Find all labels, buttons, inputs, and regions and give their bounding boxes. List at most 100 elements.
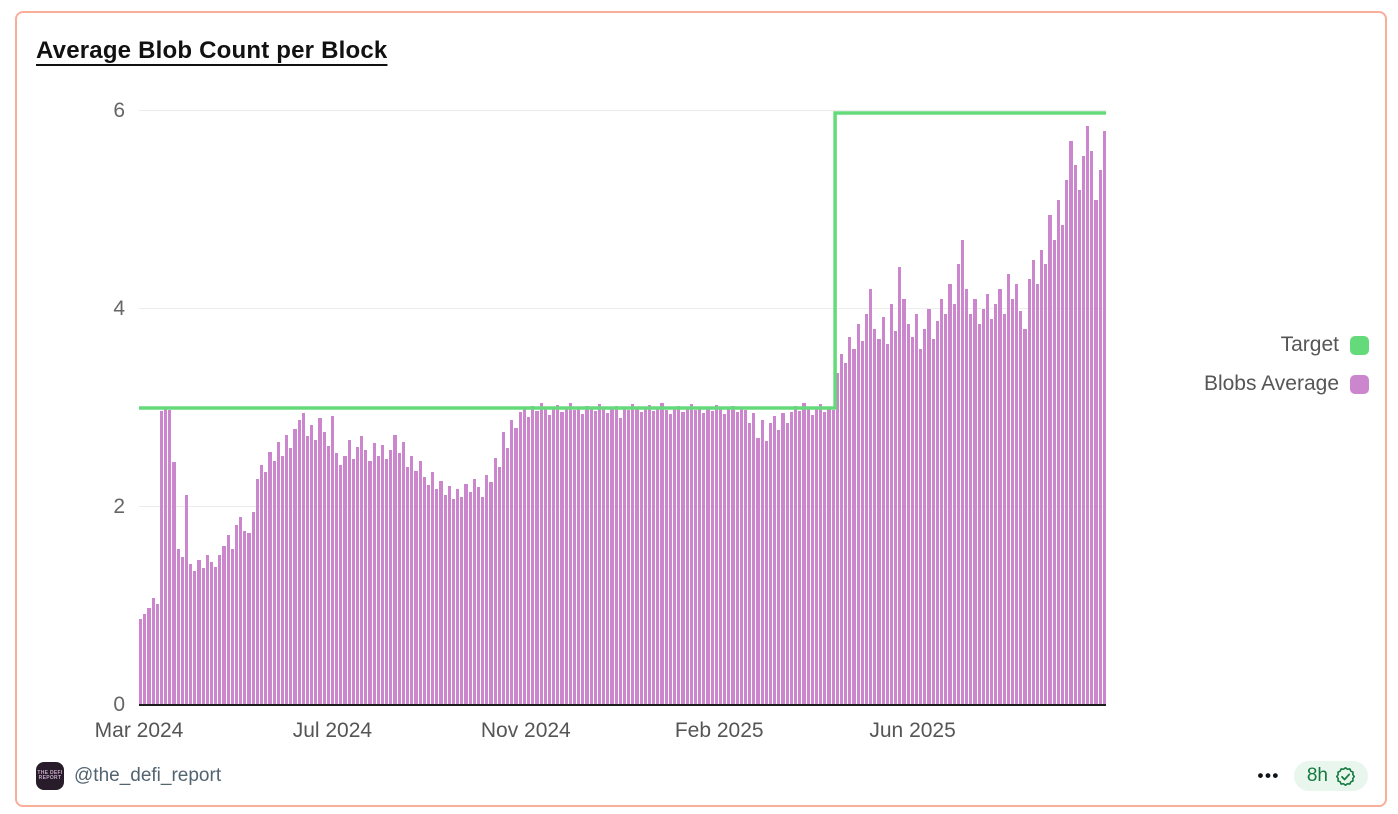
x-axis-tick-label: Jun 2025	[869, 719, 956, 742]
avatar[interactable]: THE DEFI REPORT	[36, 762, 64, 790]
bar-blobs-average	[606, 412, 610, 705]
bar-blobs-average	[147, 607, 151, 705]
bar-blobs-average	[552, 408, 556, 705]
bar-blobs-average	[931, 338, 935, 705]
bar-blobs-average	[635, 408, 639, 705]
bar-blobs-average	[372, 442, 376, 705]
bar-blobs-average	[631, 404, 635, 705]
legend-item-target: Target	[1281, 333, 1369, 357]
bar-blobs-average	[322, 431, 326, 705]
bar-blobs-average	[410, 455, 414, 705]
legend-label-blobs-average: Blobs Average	[1203, 372, 1339, 395]
bar-blobs-average	[773, 415, 777, 705]
author-handle[interactable]: @the_defi_report	[74, 765, 222, 786]
bar-blobs-average	[906, 323, 910, 705]
bar-blobs-average	[714, 405, 718, 705]
age-badge[interactable]: 8h	[1293, 761, 1368, 791]
bar-blobs-average	[1023, 328, 1027, 705]
bar-blobs-average	[422, 477, 426, 705]
bar-blobs-average	[568, 403, 572, 705]
bar-blobs-average	[889, 304, 894, 705]
chart-card: Average Blob Count per Block 0 2 4 6 Mar 20…	[15, 11, 1387, 807]
bar-blobs-average	[1056, 200, 1060, 705]
bar-blobs-average	[1048, 214, 1052, 705]
legend-swatch-target-icon	[1350, 335, 1369, 355]
bar-blobs-average	[748, 422, 752, 705]
bar-blobs-average	[234, 524, 239, 705]
bar-blobs-average	[885, 343, 889, 705]
bar-blobs-average	[259, 465, 264, 705]
target-step-line	[139, 111, 1106, 410]
bar-blobs-average	[756, 437, 760, 705]
bar-blobs-average	[848, 336, 852, 705]
bar-blobs-average	[326, 445, 330, 705]
bar-blobs-average	[535, 410, 539, 705]
bar-blobs-average	[810, 414, 814, 705]
bar-blobs-average	[1069, 140, 1073, 705]
bar-blobs-average	[806, 409, 810, 705]
bar-blobs-average	[501, 431, 506, 705]
bar-blobs-average	[1065, 180, 1069, 705]
bar-blobs-average	[1027, 279, 1031, 705]
bar-blobs-average	[401, 441, 405, 705]
bar-blobs-average	[526, 416, 531, 705]
bar-blobs-average	[443, 495, 447, 705]
bar-blobs-average	[1052, 239, 1056, 705]
bar-blobs-average	[852, 348, 856, 705]
bar-blobs-average	[652, 410, 656, 705]
bar-blobs-average	[685, 408, 689, 705]
bar-blobs-average	[547, 414, 552, 705]
bar-blobs-average	[368, 461, 372, 705]
bar-blobs-average	[385, 459, 389, 705]
bar-blobs-average	[639, 411, 643, 705]
bar-blobs-average	[293, 428, 297, 705]
chart-plot-area	[139, 110, 1106, 706]
bar-blobs-average	[247, 532, 251, 705]
bar-blobs-average	[718, 409, 723, 705]
bar-blobs-average	[610, 408, 614, 705]
bar-blobs-average	[380, 444, 385, 705]
bar-blobs-average	[155, 604, 159, 705]
bar-blobs-average	[660, 403, 664, 705]
y-axis-tick-label: 2	[113, 494, 125, 518]
bar-blobs-average	[981, 309, 985, 705]
bar-blobs-average	[151, 598, 155, 705]
bar-blobs-average	[673, 408, 677, 705]
bar-blobs-average	[898, 267, 902, 705]
bar-blobs-average	[835, 373, 839, 705]
bar-blobs-average	[1081, 155, 1086, 705]
bar-blobs-average	[781, 412, 785, 705]
bar-blobs-average	[189, 564, 193, 705]
bar-blobs-average	[577, 408, 581, 705]
bar-blobs-average	[910, 336, 914, 705]
bar-blobs-average	[798, 410, 802, 705]
author-attribution[interactable]: THE DEFI REPORT @the_defi_report	[36, 762, 221, 790]
bar-blobs-average	[255, 479, 259, 705]
bar-blobs-average	[668, 413, 672, 705]
gridline	[139, 110, 1106, 111]
bar-blobs-average	[793, 406, 798, 705]
more-options-button[interactable]: •••	[1257, 766, 1280, 785]
avatar-text-line2: REPORT	[38, 775, 62, 781]
bar-blobs-average	[168, 409, 172, 705]
bar-blobs-average	[164, 408, 168, 705]
bar-blobs-average	[1098, 170, 1102, 705]
bar-blobs-average	[777, 429, 781, 705]
y-axis-tick-label: 0	[113, 693, 125, 716]
bar-blobs-average	[351, 459, 355, 705]
bar-blobs-average	[581, 413, 585, 705]
bar-blobs-average	[965, 289, 969, 705]
bar-blobs-average	[347, 439, 351, 705]
bar-blobs-average	[831, 409, 835, 705]
bar-blobs-average	[464, 484, 468, 705]
bar-blobs-average	[435, 489, 439, 705]
avatar-text-line1: THE DEFI	[37, 770, 63, 776]
bar-blobs-average	[564, 408, 568, 705]
bar-blobs-average	[506, 447, 510, 705]
bar-blobs-average	[956, 264, 960, 705]
bar-blobs-average	[339, 465, 343, 705]
bar-blobs-average	[376, 455, 380, 705]
x-axis-tick-label: Jul 2024	[292, 719, 373, 742]
bar-blobs-average	[406, 467, 410, 705]
bar-blobs-average	[539, 403, 543, 705]
